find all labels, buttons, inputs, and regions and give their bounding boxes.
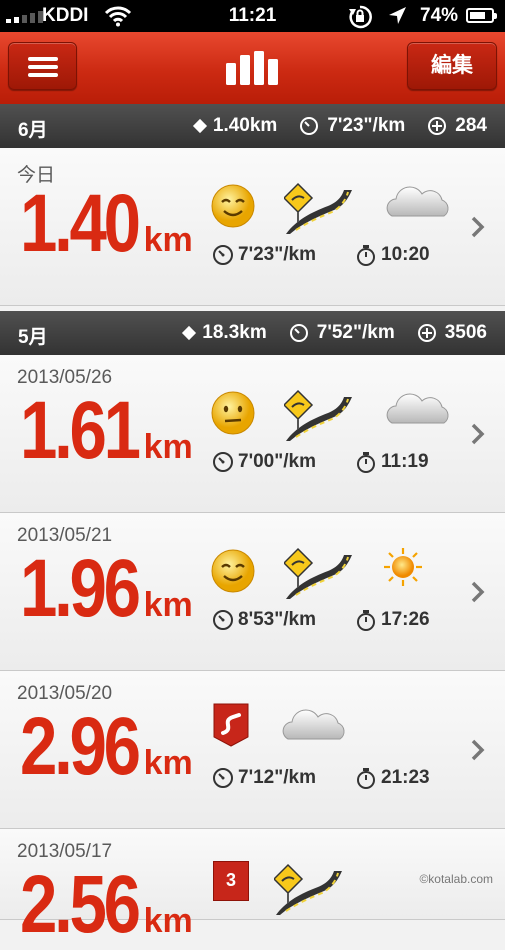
- bar-chart-icon[interactable]: [226, 51, 280, 85]
- stopwatch-icon: [357, 610, 375, 631]
- location-arrow-icon: [389, 7, 406, 24]
- month-pace: 7'23"/km: [327, 115, 406, 136]
- sunny-icon: [384, 548, 422, 586]
- run-date: 2013/05/21: [17, 525, 113, 546]
- road-icon: [274, 863, 342, 915]
- month-distance: 1.40km: [212, 115, 278, 136]
- run-date: 2013/05/20: [17, 683, 113, 704]
- pace-icon: [300, 117, 319, 135]
- chevron-right-icon: [471, 423, 485, 445]
- month-summary-may: 5月 18.3km 7'52"/km 3506: [0, 311, 505, 355]
- month-fuel: 3506: [444, 322, 487, 343]
- road-icon: [284, 389, 352, 441]
- fuel-icon: [428, 117, 447, 135]
- pace-icon: [213, 768, 233, 788]
- run-distance: 1.61 km: [20, 385, 193, 476]
- wifi-icon: [104, 6, 132, 27]
- pace-icon: [213, 452, 233, 472]
- month-fuel: 284: [455, 115, 487, 136]
- run-distance: 2.56 km: [20, 859, 193, 950]
- run-duration: 17:26: [355, 609, 430, 631]
- month-label: 5月: [18, 327, 48, 348]
- clock: 11:21: [228, 5, 277, 26]
- signal-strength-icon: [6, 11, 43, 23]
- run-row[interactable]: 2013/05/21 1.96 km 8'53"/km 17:26: [0, 513, 505, 671]
- run-pace: 7'23"/km: [212, 244, 316, 266]
- chevron-right-icon: [471, 739, 485, 761]
- month-pace: 7'52"/km: [316, 322, 395, 343]
- chevron-right-icon: [471, 216, 485, 238]
- battery-icon: [466, 8, 497, 23]
- stopwatch-icon: [357, 768, 375, 789]
- pace-icon: [213, 245, 233, 265]
- neutral-face-icon: [211, 391, 255, 435]
- distance-icon: [182, 325, 197, 341]
- run-duration: 11:19: [355, 451, 429, 473]
- run-date: 2013/05/17: [17, 841, 113, 862]
- run-distance: 2.96 km: [20, 701, 193, 792]
- cloudy-icon: [386, 393, 449, 424]
- month-summary-june: 6月 1.40km 7'23"/km 284: [0, 104, 505, 148]
- run-duration: 21:23: [355, 767, 430, 789]
- month-label: 6月: [18, 120, 48, 141]
- rotation-lock-icon: [349, 5, 372, 29]
- run-date: 今日: [17, 165, 56, 186]
- stopwatch-icon: [357, 245, 375, 266]
- run-pace: 7'12"/km: [212, 767, 316, 789]
- run-row[interactable]: 今日 1.40 km 7'23"/km 10:20: [0, 148, 505, 306]
- edit-button[interactable]: 編集: [407, 42, 497, 90]
- status-bar: KDDI 11:21 74%: [0, 0, 505, 32]
- number-badge-icon: 3: [213, 861, 249, 901]
- run-duration: 10:20: [355, 244, 430, 266]
- road-icon: [284, 547, 352, 599]
- fuel-icon: [417, 324, 436, 342]
- route-badge-icon: [213, 703, 249, 747]
- chevron-right-icon: [471, 581, 485, 603]
- run-date: 2013/05/26: [17, 367, 113, 388]
- battery-percent: 74%: [420, 5, 459, 26]
- run-row[interactable]: 2013/05/20 2.96 km 7'12"/km 21:23: [0, 671, 505, 829]
- nav-bar: 編集: [0, 32, 505, 105]
- run-pace: 8'53"/km: [212, 609, 316, 631]
- run-row[interactable]: 2013/05/26 1.61 km 7'00"/km 11:19: [0, 355, 505, 513]
- menu-button[interactable]: [8, 42, 77, 90]
- month-distance: 18.3km: [202, 322, 267, 343]
- cloudy-icon: [386, 186, 449, 217]
- carrier-name: KDDI: [42, 5, 89, 26]
- run-pace: 7'00"/km: [212, 451, 316, 473]
- run-distance: 1.96 km: [20, 543, 193, 634]
- watermark: ©kotalab.com: [419, 872, 493, 886]
- road-icon: [284, 182, 352, 234]
- pace-icon: [289, 324, 308, 342]
- happy-face-icon: [211, 184, 255, 228]
- happy-face-icon: [211, 549, 255, 593]
- cloudy-icon: [282, 709, 345, 740]
- pace-icon: [213, 610, 233, 630]
- distance-icon: [192, 118, 207, 134]
- stopwatch-icon: [357, 452, 375, 473]
- run-distance: 1.40 km: [20, 178, 193, 269]
